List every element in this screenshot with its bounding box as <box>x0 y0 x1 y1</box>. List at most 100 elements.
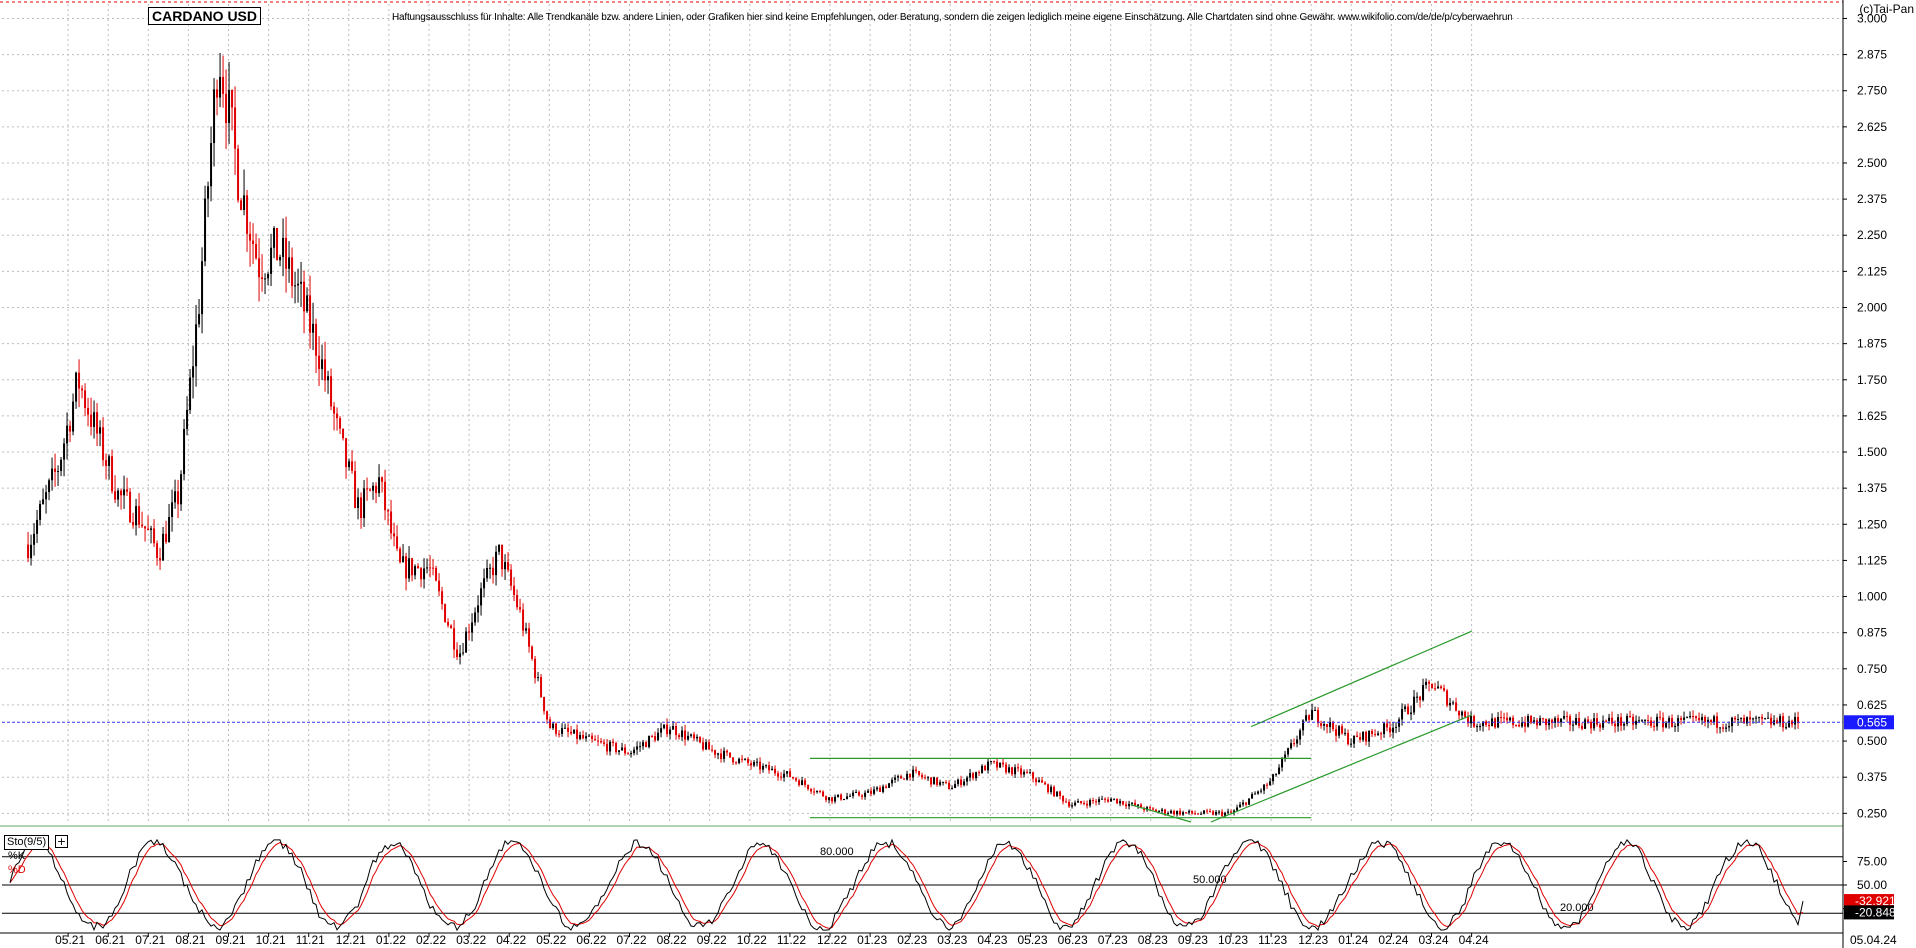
candle-body <box>1068 801 1071 807</box>
candle-body <box>717 753 720 755</box>
current-price-tag <box>1844 715 1894 730</box>
candle-body <box>825 796 828 801</box>
copyright-label: (c)Tai-Pan <box>1859 2 1914 16</box>
y-tick-label: 0.250 <box>1857 806 1887 820</box>
candle-body <box>657 732 660 741</box>
candle-body <box>1743 717 1746 724</box>
candle-body <box>333 406 336 414</box>
candle-body <box>579 735 582 739</box>
candle-body <box>1086 803 1089 806</box>
candle-body <box>648 736 651 748</box>
candle-body <box>324 359 327 381</box>
candle-body <box>750 763 753 766</box>
candle-body <box>1320 723 1323 726</box>
candle-body <box>789 771 792 778</box>
candle-body <box>954 784 957 788</box>
candle-body <box>702 742 705 750</box>
candle-body <box>621 747 624 751</box>
sto-k-line <box>9 838 1804 932</box>
candle-body <box>261 277 264 280</box>
candle-body <box>60 459 63 471</box>
candle-body <box>591 735 594 740</box>
y-tick-label: 1.000 <box>1857 590 1887 604</box>
candle-body <box>1071 805 1074 807</box>
candle-body <box>573 729 576 734</box>
candle-body <box>849 795 852 797</box>
candle-body <box>102 427 105 461</box>
candle-body <box>888 783 891 788</box>
candle-body <box>303 281 306 312</box>
candle-body <box>1401 709 1404 720</box>
candle-body <box>384 481 387 511</box>
indicator-name[interactable]: Sto(9/5) <box>4 835 50 850</box>
candle-body <box>1224 812 1227 816</box>
candle-body <box>1332 721 1335 730</box>
trendline <box>1250 630 1472 728</box>
candle-body <box>681 730 684 738</box>
candle-body <box>246 195 249 234</box>
candle-body <box>1203 810 1206 814</box>
candle-body <box>1545 718 1548 726</box>
plus-icon[interactable]: + <box>55 835 68 848</box>
candle-body <box>54 468 57 472</box>
candle-body <box>1164 809 1167 814</box>
candle-body <box>540 677 543 698</box>
candle-body <box>1191 810 1194 814</box>
candle-body <box>1128 803 1131 807</box>
candle-body <box>357 497 360 508</box>
candle-body <box>1644 720 1647 722</box>
candle-body <box>87 407 90 415</box>
candle-body <box>708 742 711 750</box>
candle-body <box>816 790 819 793</box>
candle-body <box>1506 717 1509 721</box>
candle-body <box>729 752 732 758</box>
candle-body <box>1023 771 1026 775</box>
candle-body <box>444 604 447 622</box>
candle-body <box>1380 733 1383 735</box>
candle-body <box>630 753 633 755</box>
candle-body <box>234 107 237 149</box>
candle-body <box>804 780 807 785</box>
candle-body <box>123 489 126 496</box>
candle-body <box>831 797 834 802</box>
candle-body <box>1122 801 1125 805</box>
candle-body <box>1509 717 1512 721</box>
candle-body <box>975 772 978 779</box>
candle-body <box>747 758 750 764</box>
trendlines <box>810 630 1472 823</box>
candle-body <box>1035 778 1038 783</box>
candle-body <box>672 725 675 730</box>
candle-body <box>1338 726 1341 736</box>
candle-body <box>765 765 768 767</box>
candle-body <box>1170 810 1173 814</box>
candle-body <box>828 797 831 801</box>
y-tick-label: 2.375 <box>1857 192 1887 206</box>
candle-body <box>1029 772 1032 774</box>
candle-body <box>594 739 597 741</box>
candle-body <box>603 742 606 744</box>
candle-body <box>948 782 951 790</box>
candle-body <box>1404 706 1407 710</box>
candle-body <box>666 724 669 735</box>
candle-body <box>558 733 561 735</box>
candle-body <box>684 730 687 740</box>
candle-body <box>1761 716 1764 719</box>
candle-body <box>267 273 270 279</box>
stochastic-grid: 80.000 50.000 20.000 <box>0 846 1843 934</box>
candle-body <box>1119 801 1122 804</box>
candle-body <box>1770 717 1773 725</box>
candle-body <box>741 758 744 760</box>
x-tick-label: 11.23 <box>1258 933 1287 947</box>
candle-body <box>654 736 657 741</box>
candle-body <box>1221 811 1224 816</box>
candle-body <box>231 90 234 108</box>
candle-body <box>1287 748 1290 755</box>
candle-body <box>1143 808 1146 811</box>
candle-body <box>408 558 411 579</box>
candle-body <box>861 795 864 797</box>
candle-body <box>1680 718 1683 720</box>
candle-body <box>1356 735 1359 738</box>
x-tick-label: 06.22 <box>576 933 606 947</box>
candle-body <box>1272 774 1275 782</box>
